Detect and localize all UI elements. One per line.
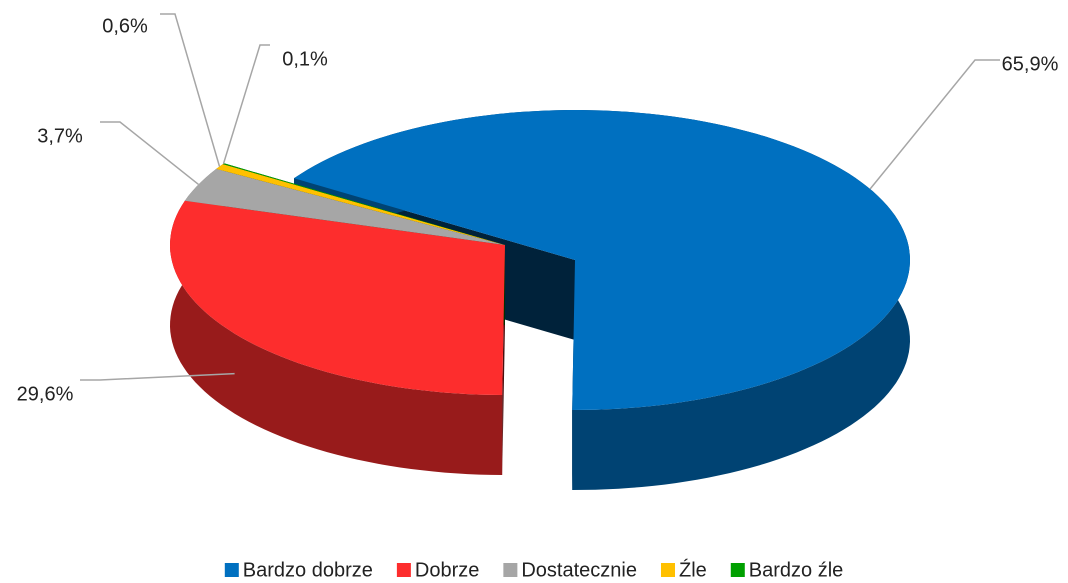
slice	[216, 164, 506, 245]
legend-label: Bardzo źle	[749, 559, 844, 581]
legend-label: Dostatecznie	[521, 559, 637, 581]
data-label: 0,1%	[282, 48, 328, 70]
leader-line	[869, 59, 1000, 190]
leader-line	[222, 44, 270, 164]
data-label: 3,7%	[37, 125, 83, 147]
leader-line	[100, 121, 199, 185]
legend-label: Źle	[679, 558, 707, 581]
leader-line	[160, 13, 221, 167]
legend-swatch	[224, 563, 239, 577]
slice-side	[170, 200, 503, 476]
legend-item: Dostatecznie	[503, 559, 637, 581]
legend-swatch	[660, 563, 675, 577]
legend-item: Bardzo źle	[730, 559, 844, 581]
slice	[222, 163, 505, 245]
slice	[184, 168, 505, 245]
data-label: 29,6%	[17, 383, 74, 405]
leader-line	[80, 372, 235, 381]
slice	[294, 110, 910, 410]
slice	[170, 200, 505, 395]
legend-swatch	[503, 563, 518, 577]
legend-item: Źle	[660, 558, 707, 581]
legend-item: Bardzo dobrze	[224, 559, 373, 581]
legend: Bardzo dobrze Dobrze Dostatecznie Źle Bardzo…	[224, 558, 844, 581]
legend-swatch	[730, 563, 745, 577]
legend-label: Dobrze	[415, 559, 479, 581]
legend-item: Dobrze	[396, 559, 479, 581]
data-label: 65,9%	[1002, 53, 1059, 75]
legend-swatch	[396, 563, 411, 577]
legend-label: Bardzo dobrze	[243, 559, 373, 581]
data-label: 0,6%	[102, 15, 148, 37]
